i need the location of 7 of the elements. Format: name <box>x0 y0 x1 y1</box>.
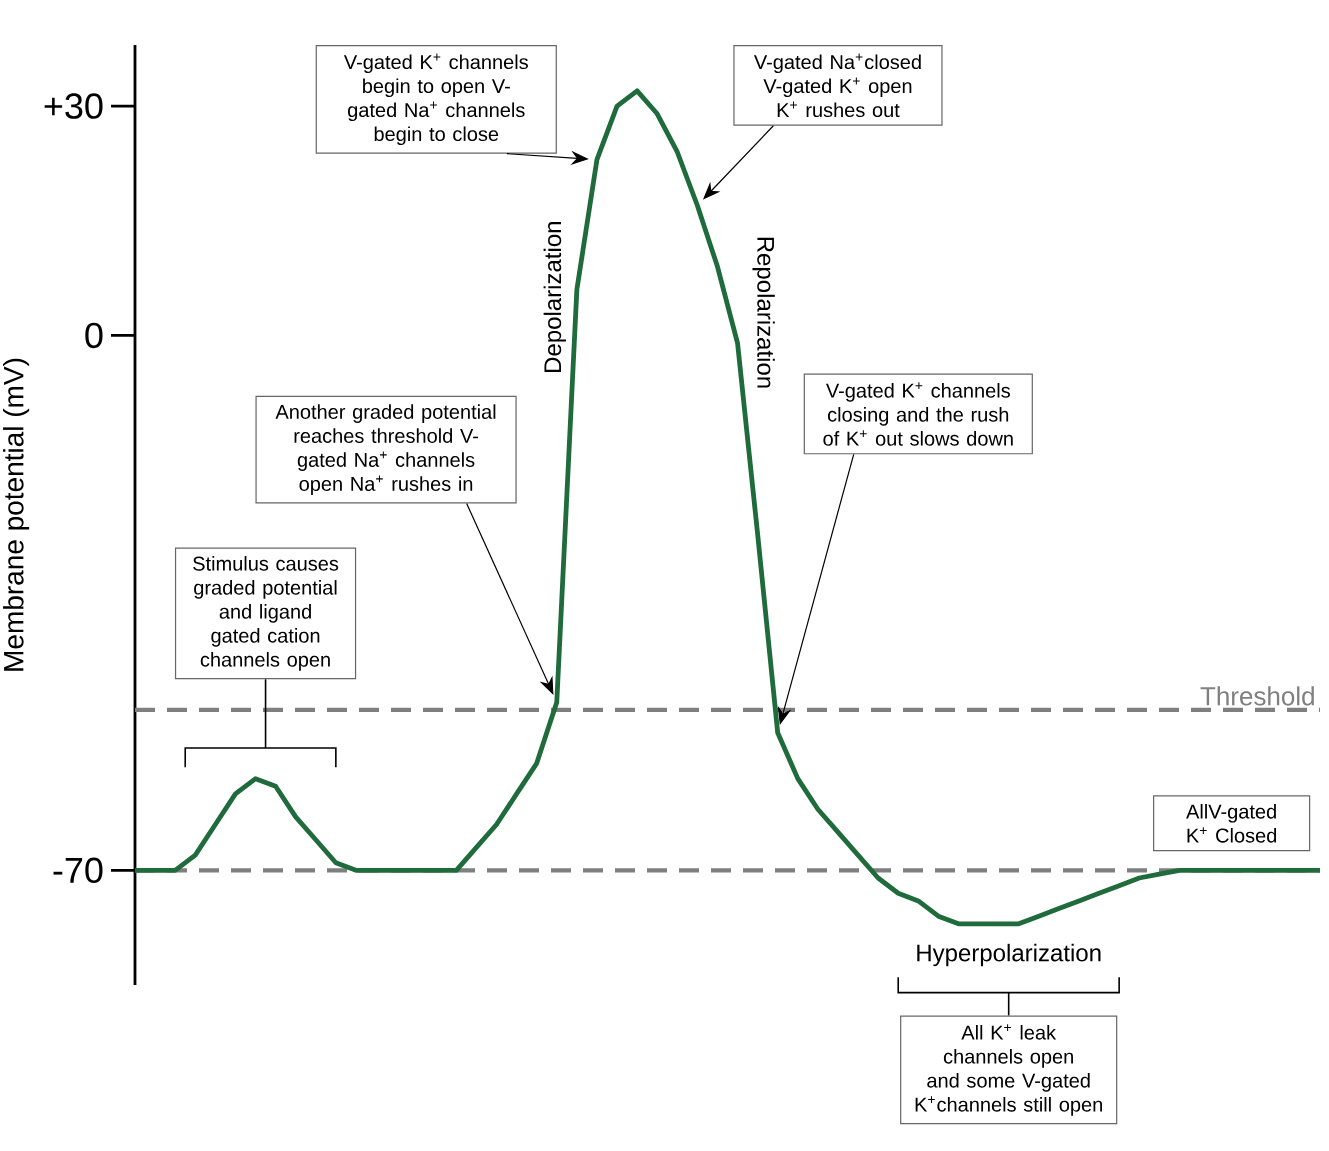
y-axis-title: Membrane potential (mV) <box>3 358 30 671</box>
y-tick-label: +30 <box>44 93 103 119</box>
y-tick-label: -70 <box>53 857 103 884</box>
text: V-gated Na$^{+}$closed V-gated K$^{+}$ open K$^{+}$ rushes out <box>753 53 921 118</box>
ref-line-label: Threshold <box>1200 686 1314 706</box>
y-tick-label: 0 <box>85 322 103 349</box>
text: All K$^{+}$ leak channels open and some V-gated K$^{+}$channels still open <box>915 1024 1102 1116</box>
